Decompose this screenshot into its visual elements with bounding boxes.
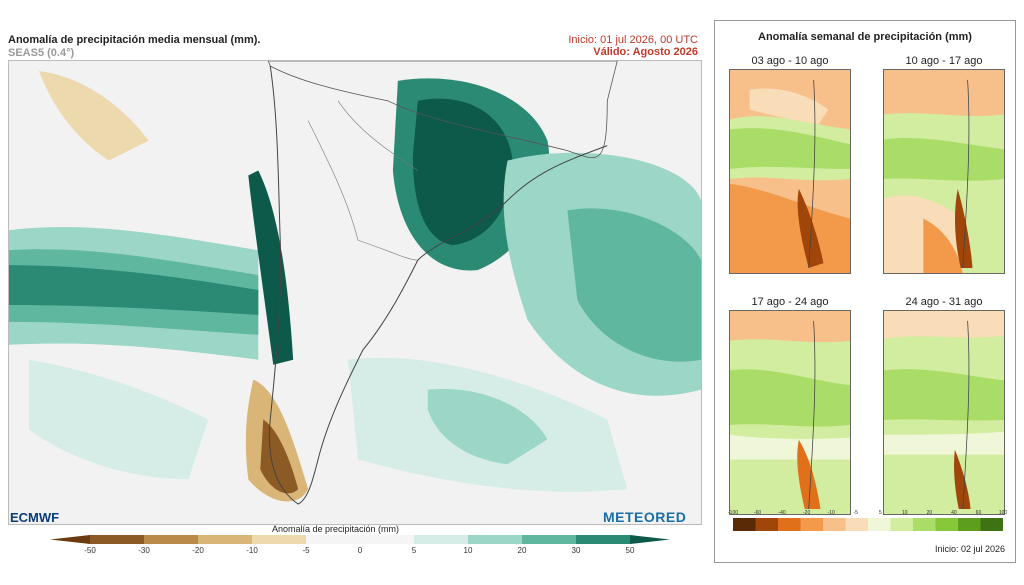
colorbar-cell <box>90 535 145 544</box>
colorbar-cell <box>630 535 670 544</box>
colorbar-cell <box>144 535 199 544</box>
colorbar-tick: -30 <box>138 546 150 555</box>
colorbar-tick: -5 <box>302 546 310 555</box>
colorbar-tick: 0 <box>357 546 363 555</box>
week-4: 24 ago - 31 ago <box>883 296 1005 515</box>
week-2-map <box>883 69 1005 274</box>
weekly-colorbar-tick: 100 <box>998 510 1008 516</box>
weekly-colorbar-tick: 40 <box>951 510 957 516</box>
colorbar-tick: 20 <box>517 546 527 555</box>
weekly-colorbar-cell <box>823 518 846 531</box>
model-label: SEAS5 (0.4°) <box>8 47 75 59</box>
week-2-label: 10 ago - 17 ago <box>905 55 983 67</box>
colorbar-cell <box>198 535 253 544</box>
week-2: 10 ago - 17 ago <box>883 55 1005 274</box>
colorbar-cell <box>414 535 469 544</box>
weekly-colorbar-tick: -40 <box>778 510 786 516</box>
colorbar-cell <box>468 535 523 544</box>
valid-date: Válido: Agosto 2026 <box>593 46 698 58</box>
week-1: 03 ago - 10 ago <box>729 55 851 274</box>
colorbar-cell <box>50 535 90 544</box>
colorbar-cell <box>522 535 577 544</box>
week-1-map <box>729 69 851 274</box>
weekly-colorbar-tick: 10 <box>902 510 908 516</box>
weekly-colorbar-tick: -10 <box>827 510 835 516</box>
weekly-colorbar-cell <box>778 518 801 531</box>
week-4-label: 24 ago - 31 ago <box>905 296 983 308</box>
colorbar-tick: -20 <box>192 546 204 555</box>
weekly-panel-title: Anomalía semanal de precipitación (mm) <box>758 31 972 43</box>
weekly-colorbar-cell <box>958 518 981 531</box>
weekly-colorbar-cell <box>800 518 824 531</box>
main-colorbar <box>50 535 670 544</box>
ecmwf-logo: ECMWF <box>10 510 60 525</box>
weekly-init-date: Inicio: 02 jul 2026 <box>934 544 1005 554</box>
main-colorbar-ticks: -50 -30 -20 -10 -5 0 5 10 20 30 50 <box>0 546 710 558</box>
colorbar-cell <box>360 535 415 544</box>
weekly-colorbar-cell <box>935 518 959 531</box>
colorbar-tick: 5 <box>411 546 417 555</box>
weekly-colorbar-tick: -20 <box>803 510 811 516</box>
week-1-label: 03 ago - 10 ago <box>751 55 829 67</box>
colorbar-tick: -10 <box>246 546 258 555</box>
week-4-map <box>883 310 1005 515</box>
colorbar-tick: -50 <box>84 546 96 555</box>
colorbar-cell <box>252 535 307 544</box>
week-3-map <box>729 310 851 515</box>
weekly-colorbar-ticks: -100 -60 -40 -20 -10 -5 5 10 20 40 60 100 <box>728 510 1007 518</box>
main-anomaly-map <box>8 60 702 525</box>
colorbar-label: Anomalía de precipitación (mm) <box>272 524 400 534</box>
weekly-colorbar-cell <box>890 518 914 531</box>
init-date: Inicio: 01 jul 2026, 00 UTC <box>568 34 698 46</box>
weekly-colorbar-cell <box>755 518 779 531</box>
colorbar-tick: 50 <box>625 546 635 555</box>
weekly-panel: Anomalía semanal de precipitación (mm) 0… <box>714 20 1016 563</box>
map-title: Anomalía de precipitación media mensual … <box>8 34 261 46</box>
weekly-colorbar-tick: -100 <box>727 510 739 516</box>
weekly-colorbar <box>733 518 1003 531</box>
week-3: 17 ago - 24 ago <box>729 296 851 515</box>
colorbar-cell <box>306 535 361 544</box>
weekly-colorbar-cell <box>733 518 756 531</box>
weekly-colorbar-cell <box>868 518 891 531</box>
weekly-colorbar-cell <box>980 518 1003 531</box>
week-3-label: 17 ago - 24 ago <box>751 296 829 308</box>
colorbar-cell <box>576 535 631 544</box>
weekly-colorbar-cell <box>845 518 869 531</box>
meteored-logo: METEORED <box>603 509 687 525</box>
weekly-colorbar-tick: -5 <box>853 510 858 516</box>
colorbar-tick: 30 <box>571 546 581 555</box>
colorbar-tick: 10 <box>463 546 473 555</box>
weekly-colorbar-tick: 5 <box>878 510 882 516</box>
weekly-colorbar-tick: 20 <box>926 510 933 516</box>
weekly-colorbar-tick: -60 <box>753 510 762 516</box>
weekly-colorbar-tick: 60 <box>975 510 982 516</box>
weekly-colorbar-cell <box>913 518 936 531</box>
